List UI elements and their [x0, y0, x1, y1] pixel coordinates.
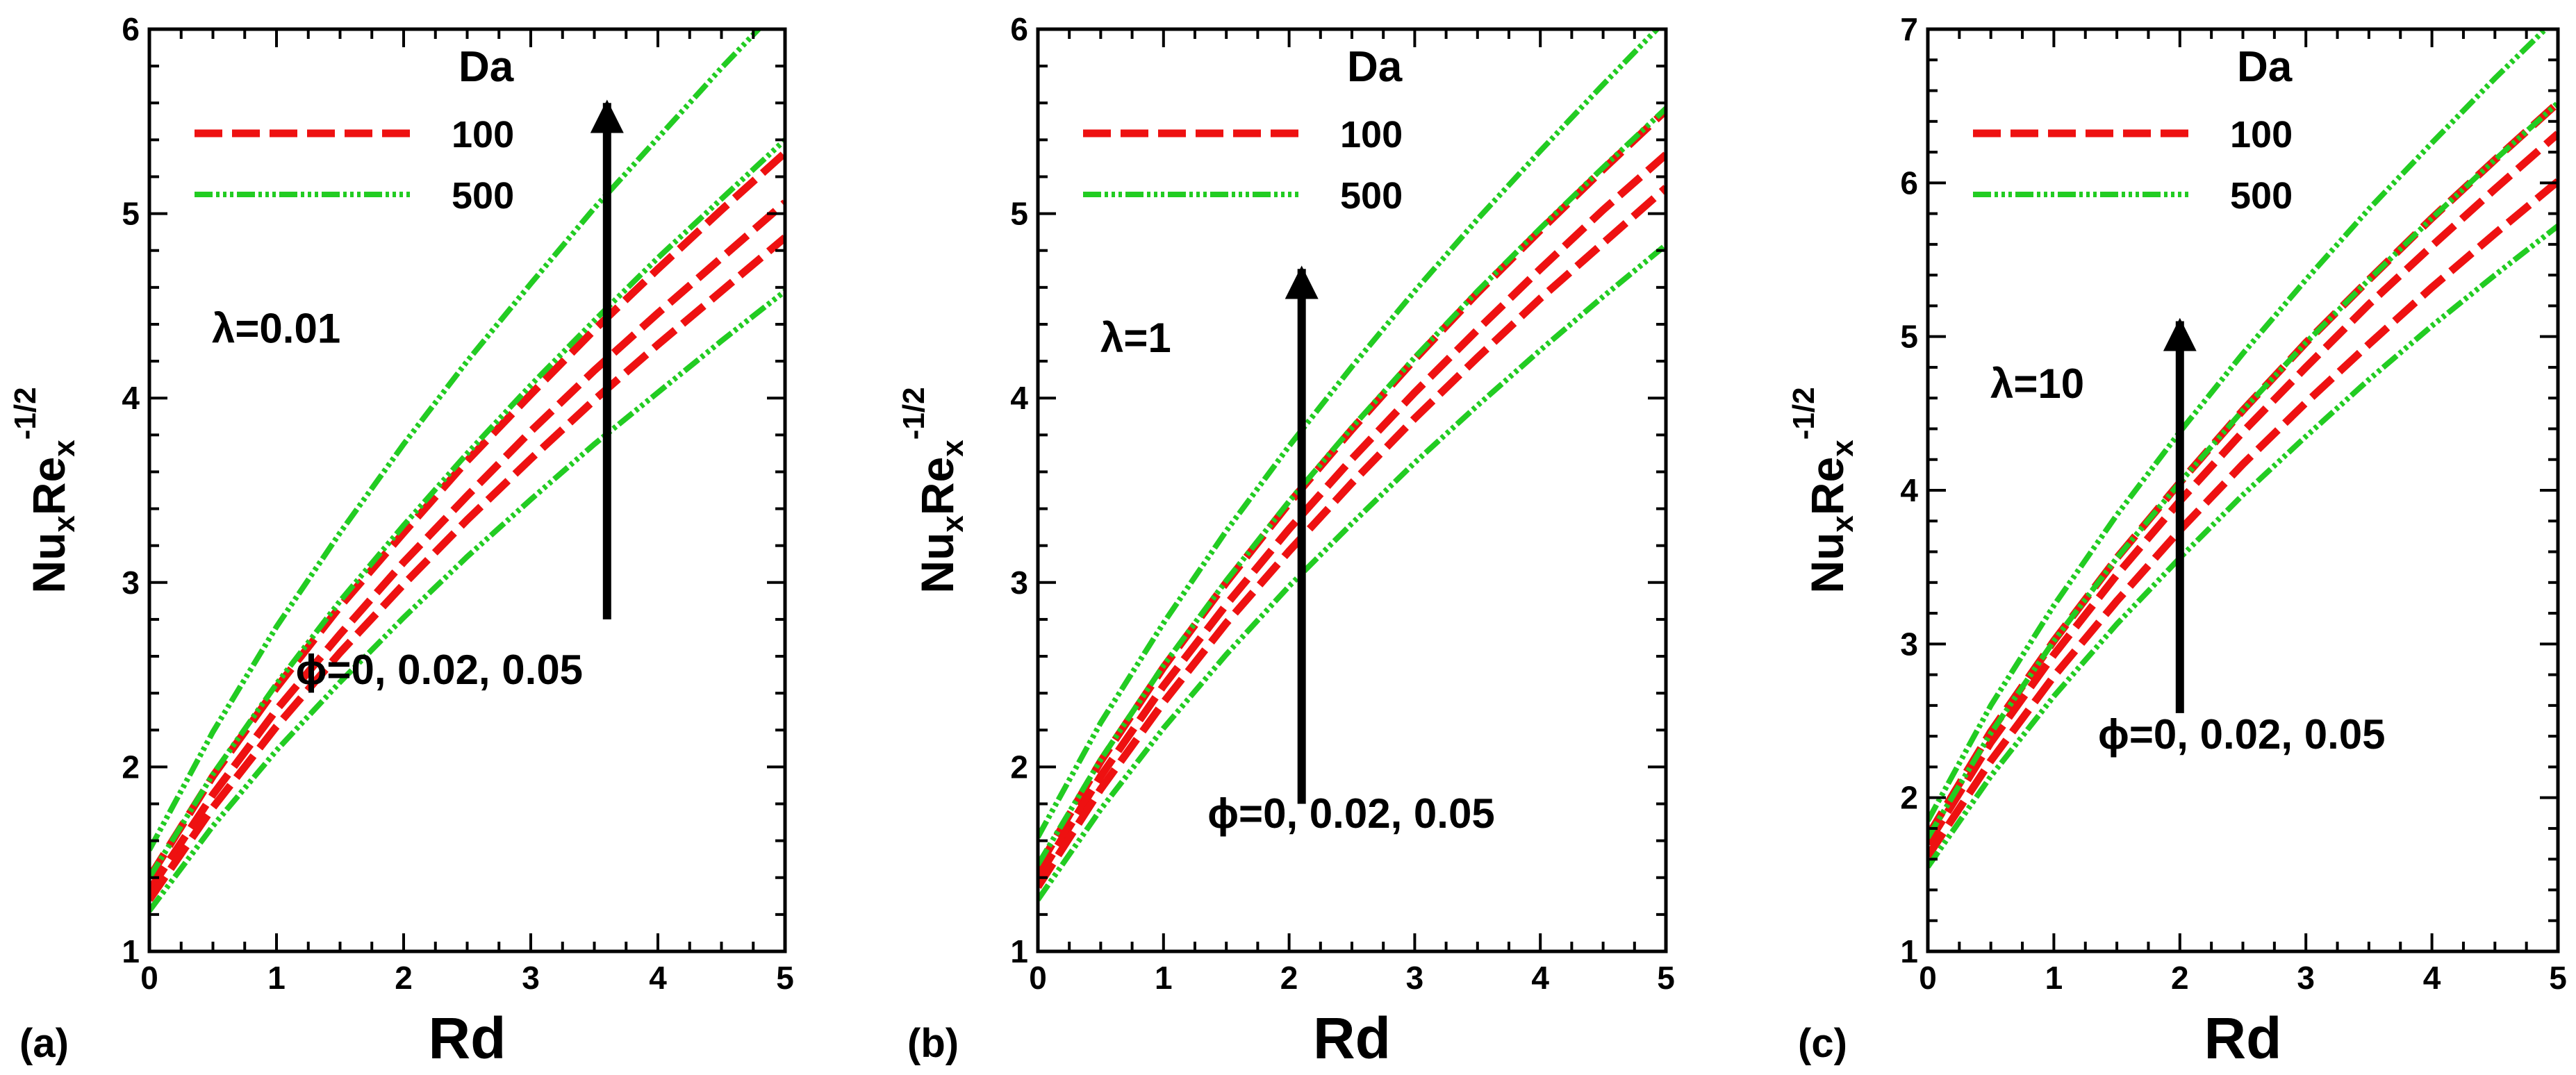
x-axis-label: Rd — [429, 1006, 506, 1071]
y-tick-label: 4 — [122, 380, 140, 416]
x-tick-label: 4 — [2423, 960, 2441, 996]
series-line-da500-phi-0 — [1038, 29, 1661, 839]
x-tick-label: 5 — [2549, 960, 2567, 996]
plot-frame — [1926, 27, 2560, 953]
y-axis-ticks — [149, 28, 785, 953]
series-line-da500-phi-0 — [1928, 29, 2550, 822]
phi-annotation: ϕ=0, 0.02, 0.05 — [1207, 790, 1495, 837]
series-line-da500-phi-0_05 — [1038, 242, 1666, 901]
y-tick-label: 6 — [1010, 11, 1028, 47]
y-tick-label: 1 — [122, 933, 140, 969]
legend-label: 500 — [1340, 175, 1403, 217]
chart-panel-2: 0 1 2 3 4 51234567RdNuxRex-1/2Da100500λ=10ϕ=0… — [1787, 11, 2567, 1071]
x-tick-label: 5 — [1657, 960, 1675, 996]
plot-frame — [147, 27, 787, 953]
x-tick-label: 3 — [1406, 960, 1424, 996]
legend-label: 100 — [452, 114, 514, 156]
curves — [149, 29, 785, 912]
legend: Da 100 500 — [1083, 43, 1403, 217]
y-tick-label: 2 — [1010, 749, 1028, 785]
x-tick-label: 2 — [395, 960, 413, 996]
series-line-da100-phi-0_05 — [1038, 185, 1666, 889]
y-tick-label: 3 — [122, 565, 140, 601]
legend-label: 500 — [452, 175, 514, 217]
series-line-da100-phi-0_05 — [149, 234, 785, 902]
legend-title: Da — [1347, 43, 1403, 91]
series-line-da500-phi-0 — [149, 29, 763, 851]
x-axis-label: Rd — [1313, 1006, 1391, 1071]
y-tick-label: 3 — [1900, 626, 1918, 662]
legend-label: 100 — [1340, 114, 1403, 156]
phi-annotation: ϕ=0, 0.02, 0.05 — [295, 647, 583, 693]
x-axis-ticks — [1926, 29, 2559, 951]
x-tick-label: 2 — [2171, 960, 2189, 996]
chart-panel-0: 0 1 2 3 4 5123456RdNuxRex-1/2Da100500λ=0.01ϕ=… — [8, 11, 794, 1071]
y-tick-label: 2 — [122, 749, 140, 785]
legend-title: Da — [459, 43, 514, 91]
panel-label: (b) — [907, 1021, 959, 1066]
x-tick-label: 1 — [2045, 960, 2063, 996]
series-line-da500-phi-0_02 — [1038, 106, 1666, 867]
y-tick-label: 6 — [1900, 165, 1918, 201]
x-axis-ticks — [1037, 29, 1667, 951]
y-tick-label: 4 — [1010, 380, 1028, 416]
x-axis-label: Rd — [2204, 1006, 2282, 1071]
x-tick-label: 1 — [1155, 960, 1173, 996]
y-tick-label: 6 — [122, 11, 140, 47]
x-axis-ticks — [148, 29, 786, 951]
series-line-da500-phi-0_05 — [1928, 224, 2558, 869]
x-tick-label: 0 — [140, 960, 158, 996]
legend: Da 100 500 — [195, 43, 514, 217]
series-line-da500-phi-0_02 — [1928, 101, 2558, 840]
legend-label: 500 — [2230, 175, 2293, 217]
panel-label: (c) — [1798, 1021, 1847, 1066]
x-tick-label: 3 — [522, 960, 540, 996]
y-axis-ticks — [1928, 28, 2558, 953]
x-tick-label: 4 — [1531, 960, 1549, 996]
y-tick-label: 7 — [1900, 11, 1918, 47]
lambda-annotation: λ=10 — [1990, 360, 2084, 407]
series-line-da500-phi-0_02 — [149, 138, 785, 879]
series-line-da100-phi-0_02 — [149, 199, 785, 893]
lambda-annotation: λ=1 — [1100, 315, 1171, 361]
y-axis-label: NuxRex-1/2 — [897, 387, 970, 593]
y-tick-label: 2 — [1900, 780, 1918, 816]
y-tick-label: 1 — [1010, 933, 1028, 969]
series-line-da100-phi-0_02 — [1038, 151, 1666, 880]
x-tick-label: 1 — [267, 960, 286, 996]
legend-title: Da — [2237, 43, 2293, 91]
y-tick-label: 3 — [1010, 565, 1028, 601]
y-axis-label: NuxRex-1/2 — [8, 387, 81, 593]
y-axis-label: NuxRex-1/2 — [1787, 387, 1860, 593]
y-tick-label: 5 — [1900, 319, 1918, 355]
curves — [1038, 29, 1666, 901]
x-tick-label: 3 — [2297, 960, 2315, 996]
legend-label: 100 — [2230, 114, 2293, 156]
chart-panel-1: 0 1 2 3 4 5123456RdNuxRex-1/2Da100500λ=1ϕ=0, … — [897, 11, 1675, 1071]
x-tick-label: 5 — [776, 960, 794, 996]
x-tick-label: 2 — [1280, 960, 1298, 996]
panel-label: (a) — [19, 1021, 69, 1066]
y-tick-label: 1 — [1900, 933, 1918, 969]
y-axis-ticks — [1038, 28, 1666, 953]
lambda-annotation: λ=0.01 — [212, 306, 340, 352]
series-line-da100-phi-0_02 — [1928, 131, 2558, 847]
series-line-da100-phi-0 — [1038, 107, 1666, 871]
series-line-da100-phi-0_05 — [1928, 178, 2558, 858]
phi-annotation: ϕ=0, 0.02, 0.05 — [2098, 711, 2386, 758]
x-tick-label: 0 — [1919, 960, 1937, 996]
curves — [1928, 29, 2558, 869]
y-tick-label: 5 — [1010, 196, 1028, 232]
x-tick-label: 4 — [649, 960, 667, 996]
y-tick-label: 4 — [1900, 472, 1918, 508]
series-line-da500-phi-0_05 — [149, 289, 785, 912]
x-tick-label: 0 — [1029, 960, 1047, 996]
y-tick-label: 5 — [122, 196, 140, 232]
legend: Da 100 500 — [1973, 43, 2293, 217]
